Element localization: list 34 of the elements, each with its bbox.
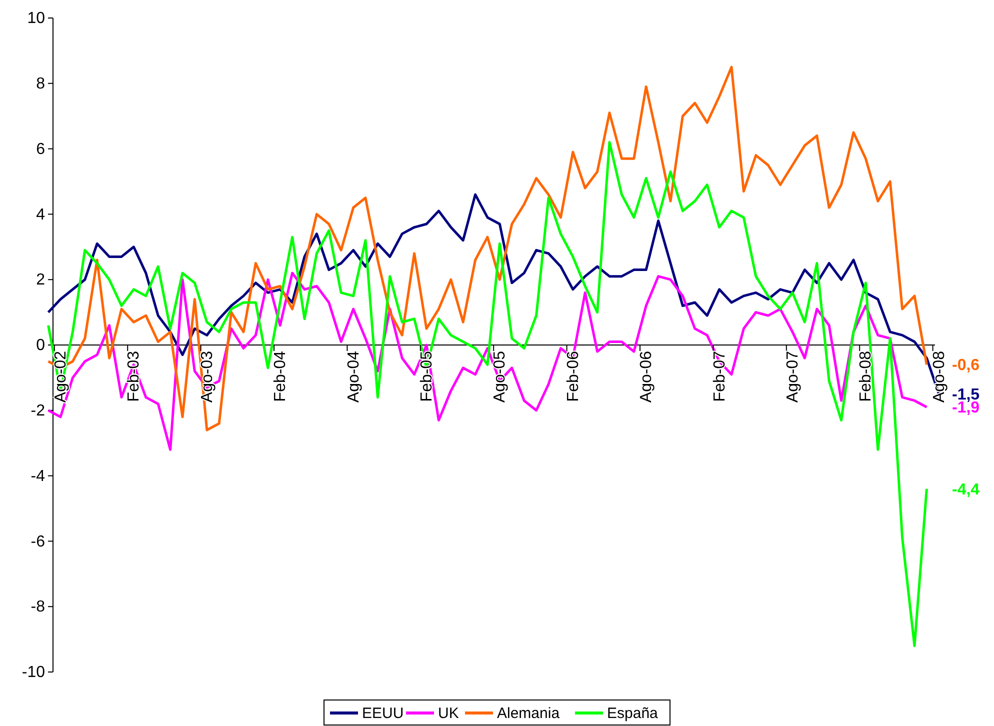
x-tick-label: Ago-06 xyxy=(638,350,656,403)
y-tick-label: -6 xyxy=(30,533,46,550)
x-tick-label: Ago-05 xyxy=(492,350,509,403)
x-tick-label: Feb-03 xyxy=(126,350,143,402)
legend-label: Alemania xyxy=(497,705,560,722)
x-tick-label: Ago-02 xyxy=(52,350,70,403)
y-tick-label: 6 xyxy=(36,140,46,158)
x-tick-label: Feb-07 xyxy=(711,350,728,402)
x-tick-label: Ago-08 xyxy=(930,350,948,403)
y-tick-label: 2 xyxy=(36,272,46,289)
legend-label: EEUU xyxy=(362,705,404,722)
data-label: -0,6 xyxy=(952,357,980,374)
x-tick-label: Ago-04 xyxy=(345,350,362,403)
y-tick-label: 0 xyxy=(36,337,46,354)
y-tick-label: 8 xyxy=(36,76,46,93)
x-tick-label: Feb-05 xyxy=(418,350,436,402)
y-tick-label: -4 xyxy=(30,468,46,485)
line-series xyxy=(47,141,928,648)
y-tick-label: 10 xyxy=(27,10,46,28)
data-label: -4,4 xyxy=(952,481,980,498)
x-tick-label: Ago-03 xyxy=(198,350,216,403)
line-series xyxy=(47,66,928,432)
y-tick-label: 4 xyxy=(36,206,46,224)
y-tick-label: -10 xyxy=(22,664,46,682)
x-tick-label: Feb-04 xyxy=(272,350,290,402)
x-tick-label: Feb-08 xyxy=(858,350,875,402)
legend-label: España xyxy=(607,705,659,722)
legend-label: UK xyxy=(438,705,459,722)
line-series xyxy=(47,272,928,451)
x-tick-label: Feb-06 xyxy=(564,350,582,402)
y-tick-label: -2 xyxy=(30,402,46,420)
x-tick-label: Ago-07 xyxy=(784,350,802,403)
y-tick-label: -8 xyxy=(30,598,46,616)
data-label: -1,9 xyxy=(952,400,980,417)
